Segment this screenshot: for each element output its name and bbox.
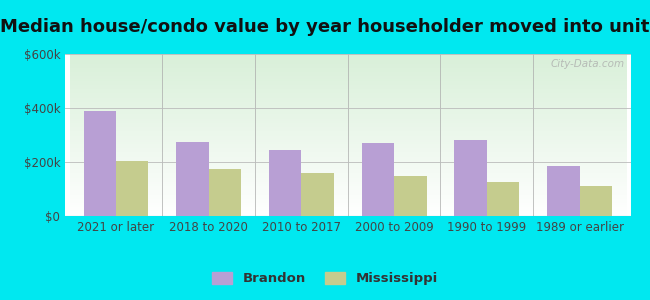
Bar [454,140,487,216]
Text: Median house/condo value by year householder moved into unit: Median house/condo value by year househo… [0,18,650,36]
Bar [84,111,116,216]
Bar [394,176,426,216]
Legend: Brandon, Mississippi: Brandon, Mississippi [207,266,443,290]
Bar [209,169,241,216]
Bar [487,182,519,216]
Bar [176,142,209,216]
Bar [547,166,580,216]
Bar [580,186,612,216]
Text: City-Data.com: City-Data.com [551,59,625,69]
Bar [116,161,148,216]
Bar [269,150,302,216]
Bar [302,173,334,216]
Bar [361,143,394,216]
